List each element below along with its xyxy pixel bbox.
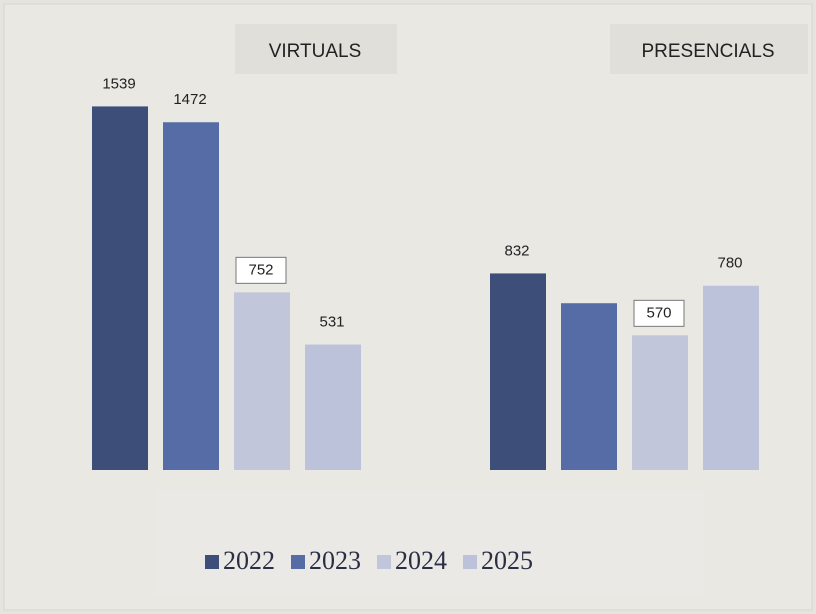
bar [163, 122, 219, 471]
category-box [610, 24, 808, 74]
bar [234, 292, 290, 470]
legend-swatch [463, 555, 477, 569]
legend-box [155, 490, 705, 595]
legend-label: 2022 [223, 546, 275, 575]
value-label: 1539 [102, 75, 135, 92]
legend-label: 2024 [395, 546, 447, 575]
value-label: 570 [646, 304, 671, 321]
legend-label: 2023 [309, 546, 361, 575]
category-label: VIRTUALS [269, 41, 362, 62]
bar [92, 106, 148, 470]
value-label-box [235, 256, 287, 284]
bar [632, 335, 688, 470]
value-label-box [633, 299, 685, 327]
category-label: PRESENCIALS [641, 41, 774, 62]
bar [490, 273, 546, 470]
value-label: 531 [319, 314, 344, 331]
bar [561, 303, 617, 470]
category-box [235, 24, 397, 74]
bar [703, 285, 759, 470]
legend-swatch [205, 555, 219, 569]
value-label: 780 [717, 255, 742, 272]
value-label: 752 [248, 261, 273, 278]
legend-label: 2025 [481, 546, 533, 575]
value-label: 832 [504, 242, 529, 259]
value-label: 1472 [173, 91, 206, 108]
legend-swatch [291, 555, 305, 569]
legend-swatch [377, 555, 391, 569]
bar [305, 344, 361, 470]
